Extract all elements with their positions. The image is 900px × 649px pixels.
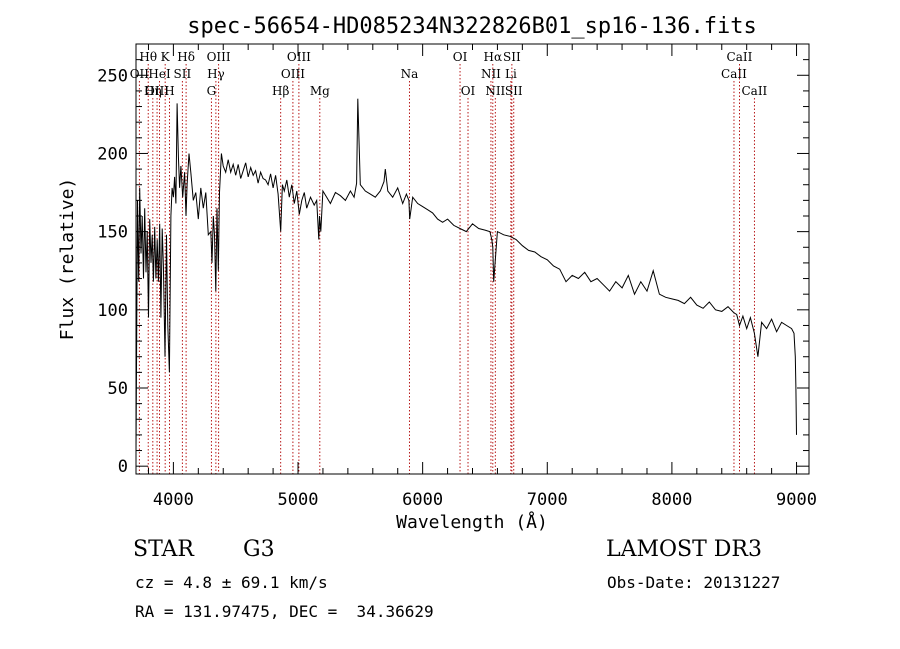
- line-marker-label: HeI: [148, 67, 171, 81]
- line-marker-label: OIII: [207, 50, 231, 64]
- line-marker-label: Mg: [310, 84, 330, 98]
- survey-name: LAMOST DR3: [606, 537, 762, 562]
- y-tick-label: 150: [97, 223, 128, 243]
- line-marker-label: Hδ: [177, 50, 195, 64]
- y-tick-label: 250: [97, 66, 128, 86]
- plot-frame: [135, 43, 810, 475]
- line-marker-label: K: [161, 50, 171, 64]
- line-marker-label: NII: [481, 67, 501, 81]
- line-marker-label: Hγ: [207, 67, 225, 81]
- x-tick-label: 9000: [776, 490, 817, 510]
- line-marker-label: CaII: [727, 50, 753, 64]
- line-marker-label: Hθ: [139, 50, 157, 64]
- x-tick-label: 4000: [153, 490, 194, 510]
- object-class: STAR: [133, 537, 194, 562]
- chart-title: spec-56654-HD085234N322826B01_sp16-136.f…: [187, 14, 757, 39]
- flux-series-line: [135, 98, 797, 454]
- line-marker-label: SII: [174, 67, 192, 81]
- y-axis-label: Flux (relative): [57, 178, 78, 341]
- line-marker-label: H: [164, 84, 174, 98]
- line-marker-label: Li: [505, 67, 517, 81]
- spectral-line-markers: HθOIIHηOIIIHeIKHSIIHδGHγOIIIHβOIIIOIIIMg…: [130, 50, 768, 474]
- y-tick-label: 0: [118, 457, 128, 477]
- line-marker-label: Hη: [144, 84, 162, 98]
- line-marker-label: Hβ: [272, 84, 289, 98]
- x-axis-label: Wavelength (Å): [396, 511, 548, 533]
- line-marker-label: OI: [453, 50, 468, 64]
- line-marker-label: OIII: [145, 84, 169, 98]
- line-marker-label: OII: [130, 67, 150, 81]
- line-marker-label: CaII: [741, 84, 767, 98]
- x-tick-label: 5000: [278, 490, 319, 510]
- y-tick-label: 200: [97, 144, 128, 164]
- line-marker-label: CaII: [721, 67, 747, 81]
- y-tick-label: 50: [108, 379, 128, 399]
- line-marker-label: SII: [503, 50, 521, 64]
- line-marker-label: G: [207, 84, 217, 98]
- observation-date: Obs-Date: 20131227: [607, 573, 781, 592]
- line-marker-label: SII: [505, 84, 523, 98]
- axis-ticks: 4000 5000 6000 7000 8000 9000 0 50 100 150 200 250: [97, 44, 817, 510]
- y-tick-label: 100: [97, 301, 128, 321]
- line-marker-label: Na: [401, 67, 419, 81]
- line-marker-label: OI: [461, 84, 476, 98]
- x-tick-label: 7000: [527, 490, 568, 510]
- x-tick-label: 6000: [402, 490, 443, 510]
- x-tick-label: 8000: [651, 490, 692, 510]
- line-marker-label: Hα: [484, 50, 503, 64]
- sky-coordinates: RA = 131.97475, DEC = 34.36629: [135, 602, 434, 621]
- line-marker-label: NII: [485, 84, 505, 98]
- line-marker-label: OIII: [281, 67, 305, 81]
- object-subclass: G3: [243, 537, 275, 562]
- redshift-velocity: cz = 4.8 ± 69.1 km/s: [135, 573, 328, 592]
- line-marker-label: OIII: [287, 50, 311, 64]
